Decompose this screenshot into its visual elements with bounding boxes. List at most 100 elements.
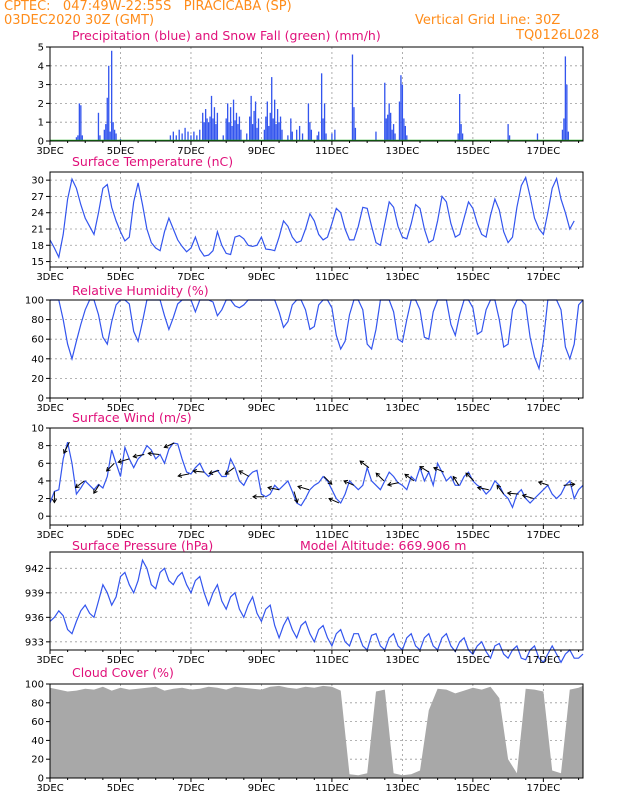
- precip-xtick-label: 9DEC: [248, 146, 275, 157]
- wind-vector-head: [177, 472, 183, 478]
- wind-vector: [118, 458, 130, 463]
- precip-bar: [269, 112, 271, 141]
- precip-bar: [561, 129, 564, 141]
- precip-bar: [206, 118, 208, 141]
- precip-bar: [227, 103, 229, 141]
- wind-vector: [507, 492, 519, 495]
- precip-bar: [209, 116, 211, 141]
- precip-bar: [276, 109, 279, 141]
- wind-vector: [75, 480, 85, 488]
- precip-bar: [106, 97, 108, 141]
- precip-bar: [80, 105, 82, 141]
- temp-xtick-label: 5DEC: [107, 272, 134, 283]
- precip-bar: [389, 112, 392, 141]
- wind-vector-head: [147, 451, 153, 457]
- precip-bar: [210, 95, 213, 141]
- precip-bar: [212, 118, 214, 141]
- precip-bar: [265, 116, 267, 141]
- wind-vector-head: [359, 460, 365, 465]
- wind-xtick-label: 17DEC: [526, 530, 560, 541]
- precip-bar: [290, 118, 292, 141]
- precip-bar: [196, 135, 198, 141]
- run-code: TQ0126L028: [516, 28, 600, 43]
- wind-vector: [164, 442, 175, 448]
- wind-vector: [93, 484, 100, 494]
- precip-bar: [222, 135, 224, 141]
- rh-frame: [49, 299, 584, 399]
- wind-vector-head: [521, 493, 527, 499]
- temp-title: Surface Temperature (nC): [72, 154, 233, 169]
- temp-ytick-label: 18: [31, 241, 44, 252]
- precip-bar: [273, 99, 276, 141]
- precip-bar: [77, 135, 79, 141]
- rh-xtick-label: 11DEC: [315, 403, 349, 414]
- run-datetime: 03DEC2020 30Z (GMT): [4, 13, 155, 28]
- wind-vector: [328, 498, 340, 504]
- precip-bar: [240, 129, 242, 141]
- station-header: CPTEC: 047:49W-22:55S PIRACICABA (SP): [4, 0, 292, 14]
- rh-ytick-label: 0: [38, 394, 44, 405]
- precip-bar: [563, 118, 565, 141]
- precip-bar: [169, 135, 172, 141]
- rh-xtick-label: 5DEC: [107, 403, 134, 414]
- pres-xtick-label: 9DEC: [248, 655, 275, 666]
- precip-xtick-label: 11DEC: [315, 146, 349, 157]
- precip-bar: [215, 124, 217, 141]
- precip-bar: [307, 103, 310, 141]
- precip-bar: [229, 107, 232, 141]
- wind-vector: [209, 469, 220, 475]
- wind-vector-head: [74, 483, 80, 489]
- precip-bar: [172, 131, 174, 141]
- cloud-xtick-label: 9DEC: [248, 783, 275, 794]
- precip-bar: [112, 122, 114, 141]
- precip-bar: [193, 131, 195, 141]
- precip-bar: [508, 135, 511, 141]
- precip-xtick-label: 3DEC: [36, 146, 63, 157]
- precip-bar: [75, 137, 78, 141]
- rh-xtick-label: 3DEC: [36, 403, 63, 414]
- pres-xtick-label: 5DEC: [107, 655, 134, 666]
- precip-bar: [320, 73, 323, 141]
- cloud-ytick-label: 20: [31, 755, 44, 766]
- pres-ytick-label: 939: [25, 588, 44, 599]
- wind-vector-head: [506, 490, 512, 496]
- precip-bar: [401, 84, 404, 141]
- temp-xtick-label: 13DEC: [386, 272, 420, 283]
- wind-vector: [63, 441, 70, 454]
- precip-xtick-label: 5DEC: [107, 146, 134, 157]
- precip-bar: [459, 94, 461, 141]
- precip-bar: [404, 125, 406, 141]
- precip-bar: [310, 129, 313, 141]
- cloud-xtick-label: 3DEC: [36, 783, 63, 794]
- wind-vector-head: [404, 473, 410, 479]
- precip-frame: [49, 46, 584, 142]
- precip-bar: [385, 118, 387, 141]
- pres-ytick-label: 936: [25, 613, 44, 624]
- wind-vector-head: [267, 485, 272, 491]
- wind-vector: [359, 460, 370, 469]
- wind-vector-head: [386, 481, 392, 487]
- precip-bar: [203, 122, 205, 141]
- wind-vector-head: [208, 470, 214, 475]
- precip-bar: [406, 135, 408, 141]
- rh-xtick-label: 7DEC: [177, 403, 204, 414]
- precip-bar: [234, 120, 236, 141]
- precip-bar: [235, 112, 238, 141]
- precip-bar: [322, 118, 324, 141]
- precip-ytick-label: 4: [38, 61, 44, 72]
- precip-bar: [301, 133, 304, 141]
- wind-vector-head: [433, 466, 438, 472]
- wind-vector-head: [537, 480, 543, 486]
- wind-vector-head: [117, 458, 123, 464]
- temp-ytick-label: 21: [31, 225, 44, 236]
- precip-bar: [388, 103, 390, 141]
- rh-ytick-label: 100: [25, 296, 44, 307]
- rh-ytick-label: 40: [31, 354, 44, 365]
- temp-series-line: [49, 175, 575, 260]
- wind-vector-head: [224, 470, 230, 475]
- wind-vector-head: [105, 466, 111, 472]
- precip-bar: [298, 125, 301, 141]
- precip-bar: [184, 127, 186, 141]
- wind-xtick-label: 9DEC: [248, 530, 275, 541]
